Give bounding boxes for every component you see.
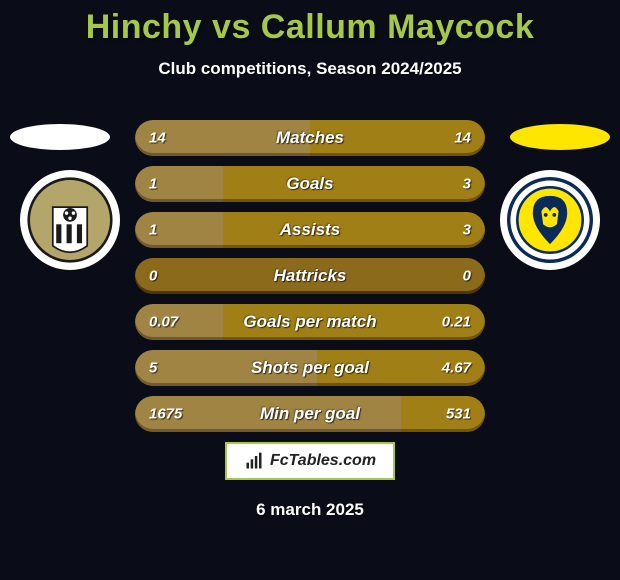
subtitle: Club competitions, Season 2024/2025 [0, 59, 620, 79]
stat-label: Shots per goal [135, 358, 485, 378]
stat-value-right: 14 [454, 130, 471, 147]
stat-label: Goals per match [135, 312, 485, 332]
stat-bars-container: Matches1414Goals13Assists13Hattricks00Go… [135, 120, 485, 442]
notts-county-crest-icon [27, 177, 113, 263]
stat-row: Hattricks0 0 [135, 258, 485, 294]
stat-row: Goals per match0.07 0.21 [135, 304, 485, 340]
stat-value-left: 0.07 [149, 314, 178, 331]
stat-value-left: 1675 [149, 406, 182, 423]
stat-value-right: 0.21 [442, 314, 471, 331]
afc-wimbledon-crest-icon [507, 177, 593, 263]
stat-value-left: 5 [149, 360, 157, 377]
player-right-crest [500, 170, 600, 270]
stat-row: Min per goal1675 531 [135, 396, 485, 432]
stat-value-left: 14 [149, 130, 166, 147]
chart-icon [244, 451, 264, 471]
stat-value-right: 3 [463, 176, 471, 193]
stat-value-right: 531 [446, 406, 471, 423]
stat-value-left: 1 [149, 176, 157, 193]
stat-row: Assists1 3 [135, 212, 485, 248]
stat-label: Min per goal [135, 404, 485, 424]
date-label: 6 march 2025 [0, 500, 620, 520]
stat-value-right: 3 [463, 222, 471, 239]
stat-label: Matches [135, 128, 485, 148]
stat-row: Goals1 3 [135, 166, 485, 202]
page-title: Hinchy vs Callum Maycock [0, 0, 620, 47]
stat-row: Matches14 14 [135, 120, 485, 156]
player-left-ellipse [10, 124, 110, 150]
stat-label: Goals [135, 174, 485, 194]
stat-row: Shots per goal5 4.67 [135, 350, 485, 386]
stat-value-left: 0 [149, 268, 157, 285]
stat-label: Assists [135, 220, 485, 240]
player-right-ellipse [510, 124, 610, 150]
comparison-infographic: Hinchy vs Callum Maycock Club competitio… [0, 0, 620, 580]
stat-value-right: 4.67 [442, 360, 471, 377]
stat-label: Hattricks [135, 266, 485, 286]
source-text: FcTables.com [270, 452, 376, 470]
source-badge: FcTables.com [225, 442, 395, 480]
player-left-crest [20, 170, 120, 270]
stat-value-right: 0 [463, 268, 471, 285]
stat-value-left: 1 [149, 222, 157, 239]
